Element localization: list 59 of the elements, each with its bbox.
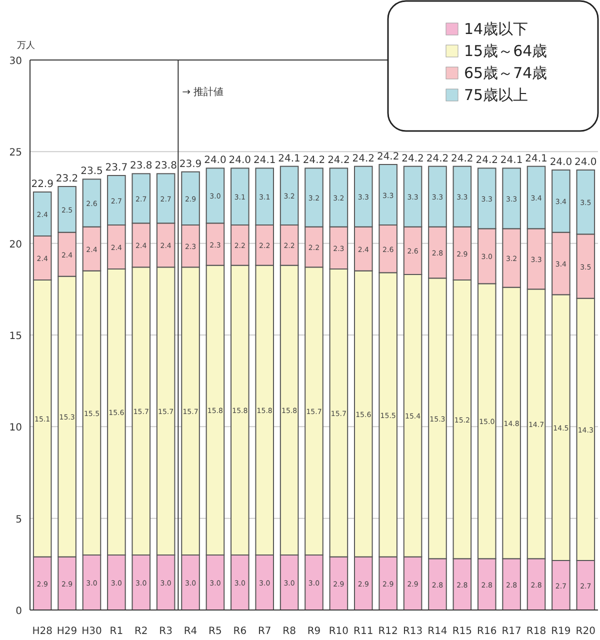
x-tick-label: H28 (32, 626, 52, 637)
x-tick-label: R8 (282, 626, 296, 637)
total-label: 24.1 (500, 155, 523, 166)
total-label: 23.5 (80, 166, 103, 178)
x-tick-label: R16 (477, 626, 497, 637)
legend-label: 75歳以上 (464, 86, 528, 104)
total-label: 24.0 (204, 155, 226, 166)
x-tick-label: H30 (82, 626, 102, 637)
x-tick-label: R17 (502, 626, 522, 637)
legend-label: 65歳～74歳 (464, 64, 548, 82)
x-tick-label: R10 (328, 626, 349, 637)
total-label: 23.9 (179, 158, 202, 170)
x-tick-label: H29 (56, 626, 78, 637)
x-tick-label: R7 (258, 626, 272, 637)
total-label: 24.0 (574, 157, 597, 168)
total-label: 22.9 (31, 179, 54, 190)
x-tick-label: R18 (526, 626, 546, 637)
total-label: 24.2 (328, 155, 350, 166)
y-axis-title: 万人 (17, 40, 35, 51)
total-label: 24.2 (451, 153, 474, 164)
x-tick-label: R1 (110, 626, 124, 637)
x-tick-label: R6 (233, 626, 247, 637)
x-tick-label: R9 (307, 626, 321, 637)
total-label: 24.2 (302, 155, 326, 166)
total-label: 24.2 (352, 153, 375, 164)
x-tick-label: R5 (208, 626, 222, 637)
x-tick-label: R19 (551, 626, 571, 637)
total-label: 24.2 (376, 152, 400, 162)
total-label: 23.8 (130, 160, 152, 172)
total-label: 24.0 (228, 155, 252, 166)
legend-label: 15歳～64歳 (464, 42, 548, 60)
x-tick-label: R12 (378, 626, 398, 637)
total-label: 24.1 (525, 153, 548, 164)
y-tick-label: 25 (9, 148, 22, 159)
x-tick-label: R15 (452, 626, 472, 637)
x-tick-label: R4 (184, 626, 198, 637)
ref-line-label: → 推計値 (182, 86, 224, 98)
x-tick-label: R3 (159, 626, 172, 637)
total-label: 23.2 (56, 174, 78, 184)
total-label: 24.1 (278, 153, 300, 164)
total-label: 24.0 (550, 157, 572, 168)
total-label: 23.7 (105, 162, 128, 174)
y-tick-label: 5 (16, 514, 22, 526)
y-tick-label: 10 (9, 422, 22, 434)
y-tick-label: 20 (9, 239, 22, 250)
x-tick-label: R11 (354, 626, 374, 637)
total-label: 24.2 (426, 153, 449, 164)
total-label: 24.2 (402, 153, 424, 164)
x-tick-label: R13 (402, 626, 423, 637)
y-tick-label: 15 (9, 331, 22, 342)
x-tick-label: R14 (428, 626, 448, 637)
x-tick-label: R2 (134, 626, 148, 637)
y-tick-label: 30 (9, 56, 22, 67)
total-label: 24.1 (253, 155, 276, 166)
legend-label: 14歳以下 (464, 20, 528, 38)
y-tick-label: 0 (16, 606, 22, 617)
total-label: 24.2 (476, 155, 498, 166)
x-tick-label: R20 (576, 626, 596, 637)
total-label: 23.8 (154, 160, 177, 172)
